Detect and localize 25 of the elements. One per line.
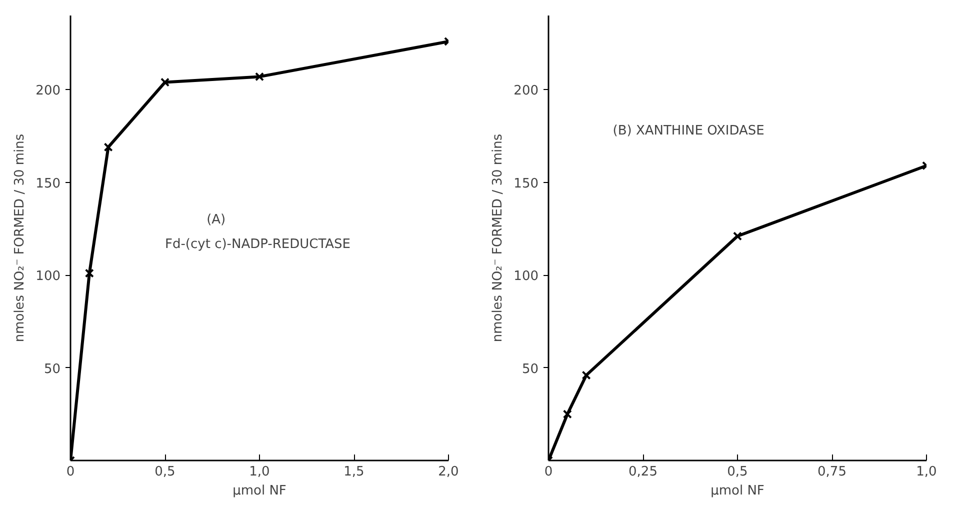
x-tick-label: 0,25 bbox=[628, 464, 658, 480]
x-tick-label: 2,0 bbox=[438, 464, 459, 480]
y-tick-label: 50 bbox=[44, 362, 61, 377]
y-tick-label: 200 bbox=[514, 84, 539, 99]
y-tick-label: 100 bbox=[36, 269, 61, 284]
y-axis-title: nmoles NO₂⁻ FORMED / 30 mins bbox=[12, 134, 28, 342]
annotation: Fd-(cyt c)-NADP-REDUCTASE bbox=[165, 237, 350, 252]
y-tick-label: 150 bbox=[36, 176, 61, 192]
y-tick-label: 50 bbox=[522, 362, 539, 377]
x-tick-label: 1,5 bbox=[344, 464, 364, 480]
y-axis-title: nmoles NO₂⁻ FORMED / 30 mins bbox=[490, 134, 506, 342]
y-tick-label: 150 bbox=[514, 176, 539, 192]
x-tick-label: 1,0 bbox=[249, 464, 270, 480]
x-tick-label: 0,5 bbox=[727, 464, 748, 480]
annotation: (A) bbox=[206, 212, 226, 228]
x-axis-title: µmol NF bbox=[232, 484, 286, 498]
x-tick-label: 0 bbox=[66, 464, 75, 480]
x-tick-label: 1,0 bbox=[916, 464, 937, 480]
x-tick-label: 0,5 bbox=[154, 464, 176, 480]
x-axis-title: µmol NF bbox=[710, 484, 764, 498]
y-tick-label: 200 bbox=[36, 84, 61, 99]
y-tick-label: 100 bbox=[514, 269, 539, 284]
x-tick-label: 0,75 bbox=[818, 464, 846, 480]
x-tick-label: 0 bbox=[544, 464, 553, 480]
annotation: (B) XANTHINE OXIDASE bbox=[612, 124, 764, 139]
